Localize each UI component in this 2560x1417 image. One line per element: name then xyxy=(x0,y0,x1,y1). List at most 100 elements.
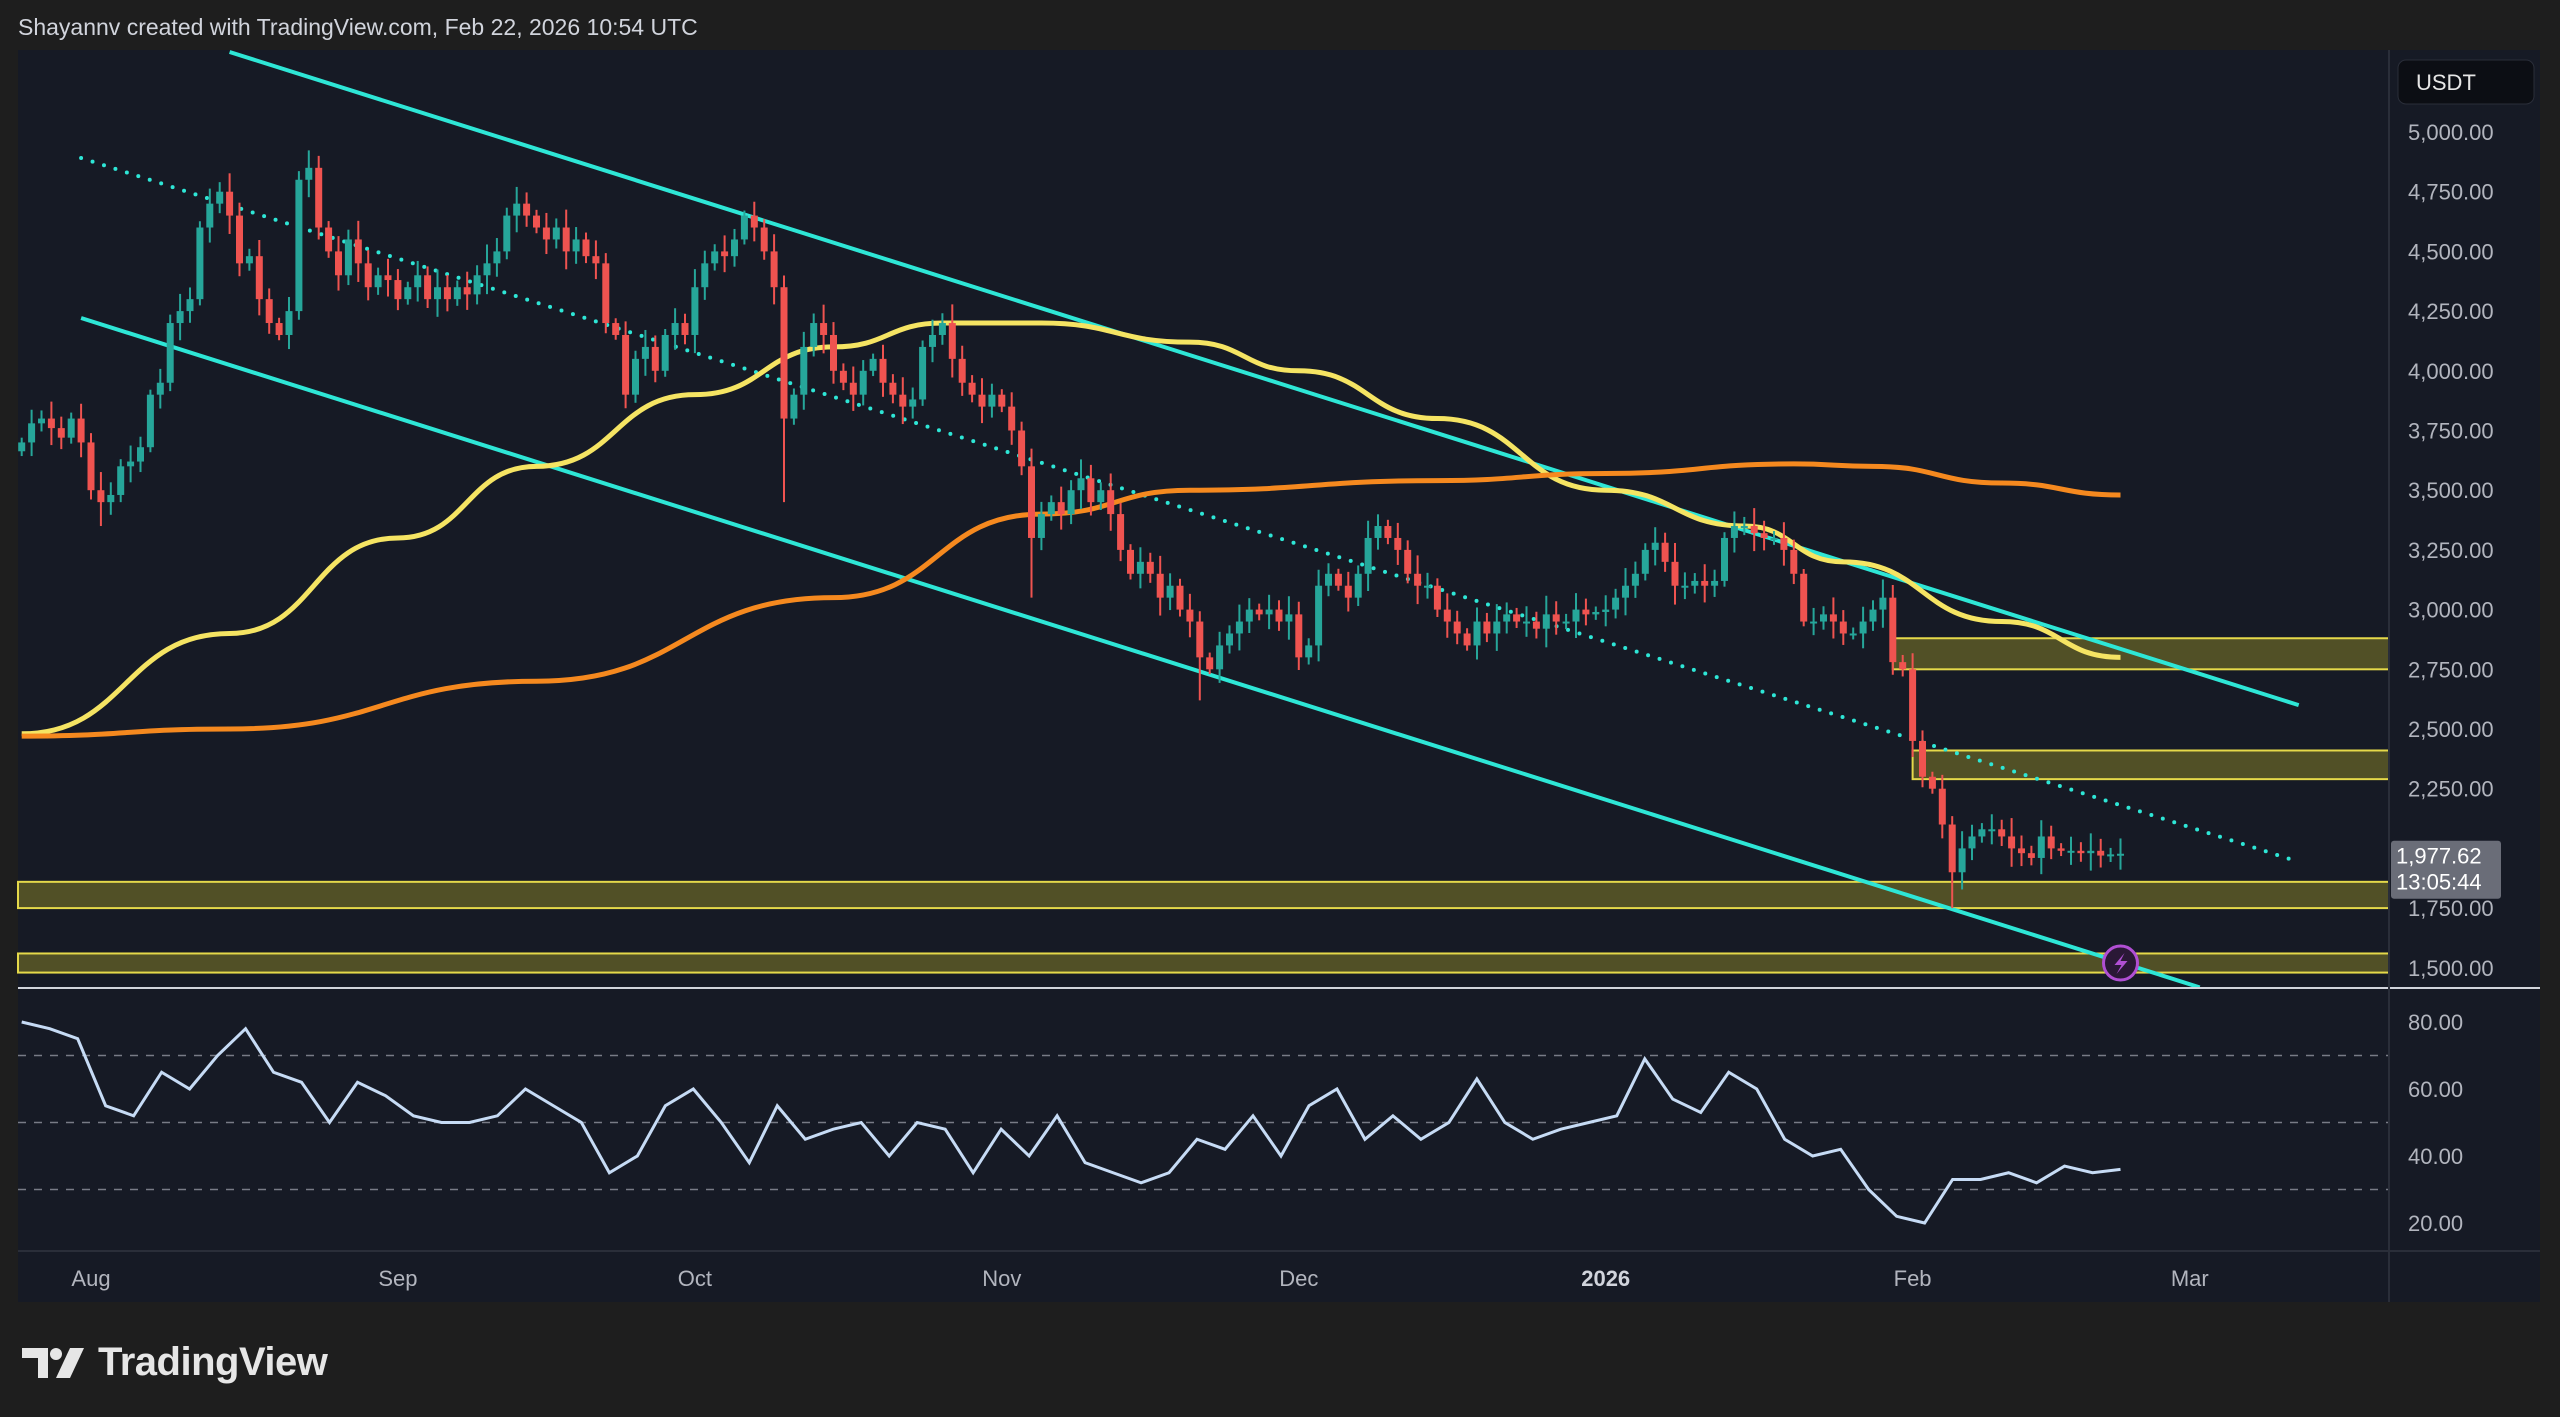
candle[interactable] xyxy=(919,340,927,406)
tradingview-logo[interactable]: TradingView xyxy=(22,1340,328,1385)
candle[interactable] xyxy=(740,210,748,245)
candle[interactable] xyxy=(2087,833,2095,871)
candle[interactable] xyxy=(1166,573,1174,611)
candle[interactable] xyxy=(859,360,867,406)
candle[interactable] xyxy=(1067,480,1075,525)
candle[interactable] xyxy=(2008,818,2016,867)
candle[interactable] xyxy=(295,171,303,320)
candle[interactable] xyxy=(1681,572,1689,600)
candle[interactable] xyxy=(1869,600,1877,631)
candle[interactable] xyxy=(1661,532,1669,572)
candle[interactable] xyxy=(1602,595,1610,627)
candle[interactable] xyxy=(1879,579,1887,628)
candle[interactable] xyxy=(562,209,570,270)
candle[interactable] xyxy=(1622,568,1629,616)
candle[interactable] xyxy=(2097,838,2105,868)
candle[interactable] xyxy=(552,218,560,249)
candle[interactable] xyxy=(1958,831,1966,890)
candle[interactable] xyxy=(800,331,808,410)
candle[interactable] xyxy=(1592,606,1600,620)
candle[interactable] xyxy=(820,304,828,354)
candle[interactable] xyxy=(1889,585,1897,675)
candle[interactable] xyxy=(810,313,818,357)
candle[interactable] xyxy=(592,240,600,280)
candle[interactable] xyxy=(988,383,996,418)
candle[interactable] xyxy=(1424,572,1431,599)
candle[interactable] xyxy=(1998,819,2006,847)
candle[interactable] xyxy=(1008,392,1016,445)
candle[interactable] xyxy=(275,317,283,341)
candle[interactable] xyxy=(968,375,976,403)
candle[interactable] xyxy=(1829,597,1837,639)
candle[interactable] xyxy=(909,387,917,419)
candle[interactable] xyxy=(622,321,630,409)
candle[interactable] xyxy=(1730,511,1738,553)
candle[interactable] xyxy=(1344,571,1352,612)
candle[interactable] xyxy=(245,248,253,271)
candle[interactable] xyxy=(602,253,610,334)
candle[interactable] xyxy=(1107,473,1115,531)
candle[interactable] xyxy=(651,335,659,383)
candle[interactable] xyxy=(1968,824,1976,861)
candle[interactable] xyxy=(1820,606,1827,630)
candle[interactable] xyxy=(344,229,352,286)
candle[interactable] xyxy=(731,228,738,267)
candle[interactable] xyxy=(1532,611,1540,639)
candle[interactable] xyxy=(1542,595,1550,648)
candle[interactable] xyxy=(335,236,342,291)
candle[interactable] xyxy=(998,389,1006,413)
candle[interactable] xyxy=(572,227,580,264)
candle[interactable] xyxy=(424,266,432,308)
candle[interactable] xyxy=(236,202,243,277)
candle[interactable] xyxy=(691,269,699,354)
candle[interactable] xyxy=(1245,598,1253,634)
candle[interactable] xyxy=(849,366,857,411)
candle[interactable] xyxy=(67,412,75,444)
candle[interactable] xyxy=(1433,578,1441,618)
candle[interactable] xyxy=(1146,552,1154,583)
candle[interactable] xyxy=(503,207,511,260)
candle[interactable] xyxy=(978,378,986,424)
candle[interactable] xyxy=(542,212,550,255)
candle[interactable] xyxy=(1265,594,1273,630)
candle[interactable] xyxy=(28,409,36,457)
candle[interactable] xyxy=(216,182,224,214)
candle[interactable] xyxy=(1077,459,1085,510)
candle[interactable] xyxy=(255,239,263,316)
candle[interactable] xyxy=(1176,578,1184,617)
candle[interactable] xyxy=(701,250,709,300)
candle[interactable] xyxy=(1285,596,1293,640)
candle[interactable] xyxy=(374,267,382,295)
candle[interactable] xyxy=(661,329,669,377)
candle[interactable] xyxy=(107,482,115,515)
candle[interactable] xyxy=(196,221,204,306)
candle[interactable] xyxy=(473,265,481,305)
candle[interactable] xyxy=(1315,569,1323,662)
candle[interactable] xyxy=(582,232,590,264)
candle[interactable] xyxy=(1750,508,1758,552)
candle[interactable] xyxy=(1631,561,1639,598)
candle[interactable] xyxy=(77,403,85,458)
candle[interactable] xyxy=(1800,569,1808,627)
candle[interactable] xyxy=(1790,539,1798,585)
candle[interactable] xyxy=(325,221,333,258)
candle[interactable] xyxy=(1057,486,1065,530)
candle[interactable] xyxy=(1810,607,1818,636)
candle[interactable] xyxy=(1493,604,1501,651)
candle[interactable] xyxy=(770,234,778,305)
candle[interactable] xyxy=(1384,519,1392,545)
candle[interactable] xyxy=(1404,540,1412,584)
candle[interactable] xyxy=(1295,601,1303,671)
candle[interactable] xyxy=(2027,845,2035,866)
candle[interactable] xyxy=(1899,654,1907,677)
candle[interactable] xyxy=(87,433,95,500)
candle[interactable] xyxy=(1018,421,1026,476)
candle[interactable] xyxy=(1780,522,1788,566)
candle[interactable] xyxy=(1047,495,1055,521)
candle[interactable] xyxy=(1523,606,1530,637)
candle[interactable] xyxy=(117,459,125,503)
candle[interactable] xyxy=(1839,610,1847,645)
candle[interactable] xyxy=(1127,544,1134,580)
candle[interactable] xyxy=(1859,606,1867,649)
candle[interactable] xyxy=(760,219,768,260)
